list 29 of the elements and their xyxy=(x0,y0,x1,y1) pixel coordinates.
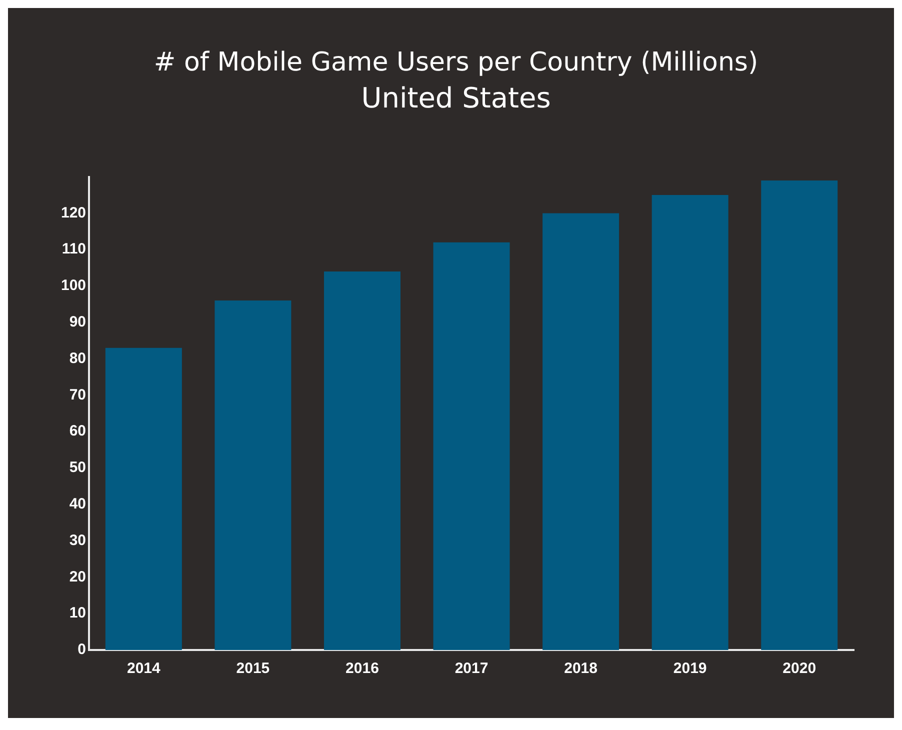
y-tick-label: 30 xyxy=(69,532,86,549)
x-tick-label: 2018 xyxy=(564,660,598,678)
x-tick-label: 2019 xyxy=(673,660,707,678)
y-tick-label: 90 xyxy=(69,314,86,331)
chart-subtitle: United States xyxy=(361,81,551,114)
chart-title: # of Mobile Game Users per Country (Millions) xyxy=(154,47,758,78)
x-tick-label: 2014 xyxy=(126,660,162,678)
bar xyxy=(324,271,400,650)
bar xyxy=(105,348,182,650)
y-tick-label: 20 xyxy=(69,568,86,586)
x-tick-label: 2017 xyxy=(454,660,488,678)
y-tick-label: 120 xyxy=(60,204,86,222)
y-tick-label: 70 xyxy=(69,386,86,404)
x-tick-label: 2015 xyxy=(236,660,270,678)
y-tick-label: 100 xyxy=(60,277,86,294)
bar xyxy=(542,213,620,650)
x-tick-label: 2016 xyxy=(346,660,379,678)
y-tick-label: 40 xyxy=(69,496,86,513)
bar xyxy=(214,300,292,650)
y-tick-label: 60 xyxy=(69,422,86,440)
y-tick-label: 80 xyxy=(69,350,86,367)
y-tick-label: 10 xyxy=(69,604,86,622)
bar xyxy=(433,242,510,650)
y-tick-label: 0 xyxy=(78,641,86,658)
y-tick-label: 50 xyxy=(69,459,86,476)
x-tick-label: 2020 xyxy=(782,660,816,678)
bar xyxy=(761,180,838,650)
bar xyxy=(652,195,728,650)
y-tick-label: 110 xyxy=(62,240,86,258)
